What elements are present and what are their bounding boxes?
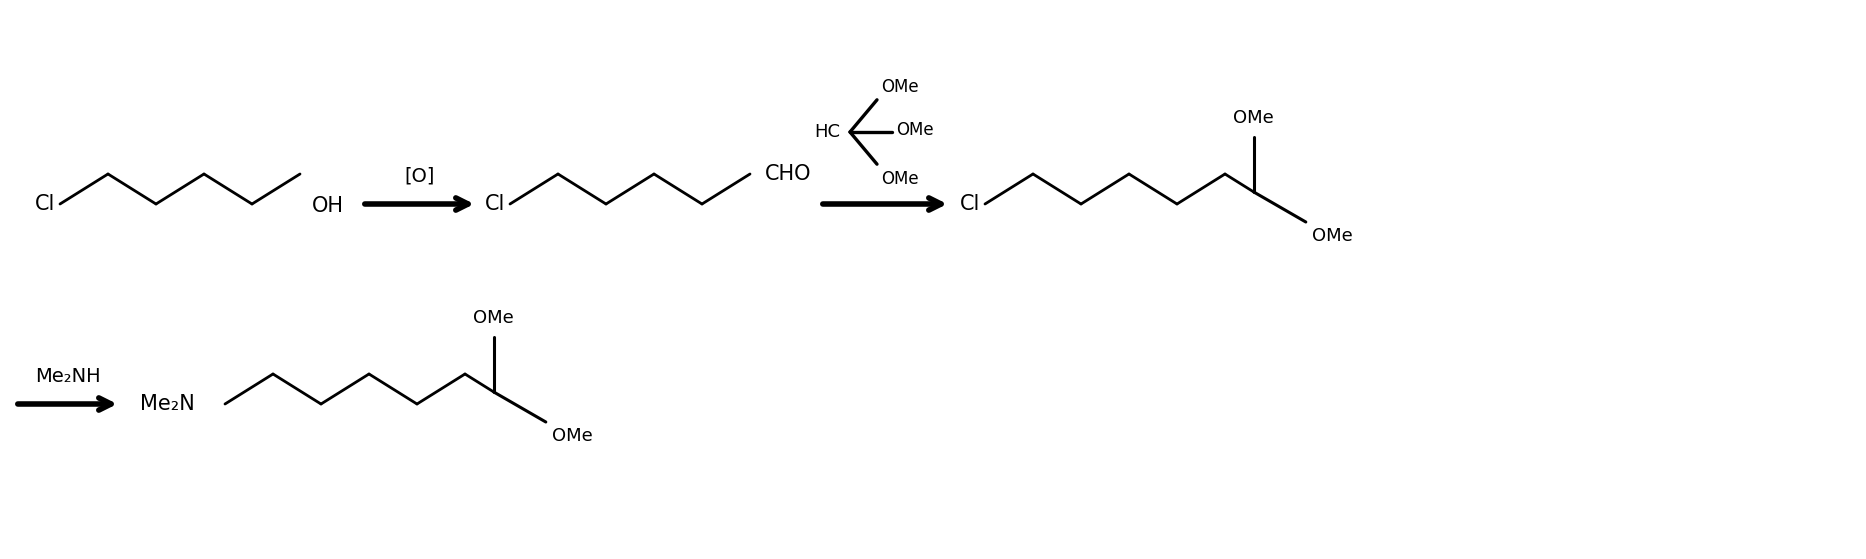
Text: Me₂NH: Me₂NH xyxy=(35,367,101,386)
Text: OMe: OMe xyxy=(1312,227,1353,245)
Text: OMe: OMe xyxy=(881,78,918,96)
Text: [O]: [O] xyxy=(405,167,435,186)
Text: OMe: OMe xyxy=(881,170,918,188)
Text: Cl: Cl xyxy=(35,194,54,214)
Text: CHO: CHO xyxy=(765,164,812,184)
Text: OMe: OMe xyxy=(1233,109,1274,127)
Text: HC: HC xyxy=(814,123,840,141)
Text: Me₂N: Me₂N xyxy=(140,394,194,414)
Text: OMe: OMe xyxy=(896,121,933,139)
Text: Cl: Cl xyxy=(485,194,506,214)
Text: OMe: OMe xyxy=(474,309,515,327)
Text: Cl: Cl xyxy=(959,194,980,214)
Text: OMe: OMe xyxy=(552,427,593,445)
Text: OH: OH xyxy=(312,196,343,216)
